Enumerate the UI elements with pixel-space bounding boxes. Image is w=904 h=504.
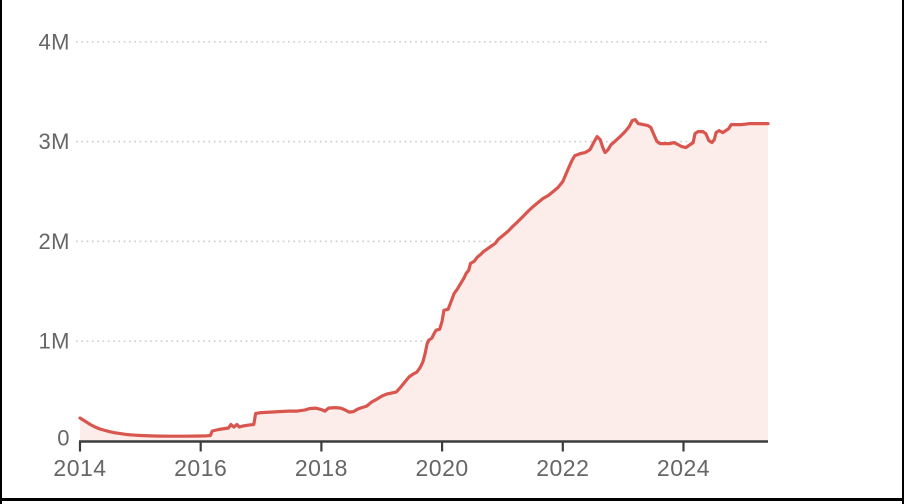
y-tick-label: 2M <box>38 229 70 254</box>
y-tick-label: 4M <box>38 29 70 54</box>
x-tick-label: 2024 <box>657 455 710 481</box>
x-tick-label: 2018 <box>295 455 348 481</box>
x-tick-label: 2022 <box>536 455 589 481</box>
series-line <box>78 118 770 438</box>
x-tick-label: 2020 <box>416 455 469 481</box>
y-tick-label: 3M <box>38 129 70 154</box>
y-tick-label: 1M <box>38 329 70 354</box>
window-border-right <box>902 0 904 504</box>
y-tick-label: 0 <box>57 426 70 451</box>
series-area <box>80 119 768 441</box>
window-border-left <box>0 0 2 504</box>
x-tick-label: 2016 <box>174 455 227 481</box>
x-tick-label: 2014 <box>53 455 106 481</box>
window-border-bottom <box>0 498 904 501</box>
